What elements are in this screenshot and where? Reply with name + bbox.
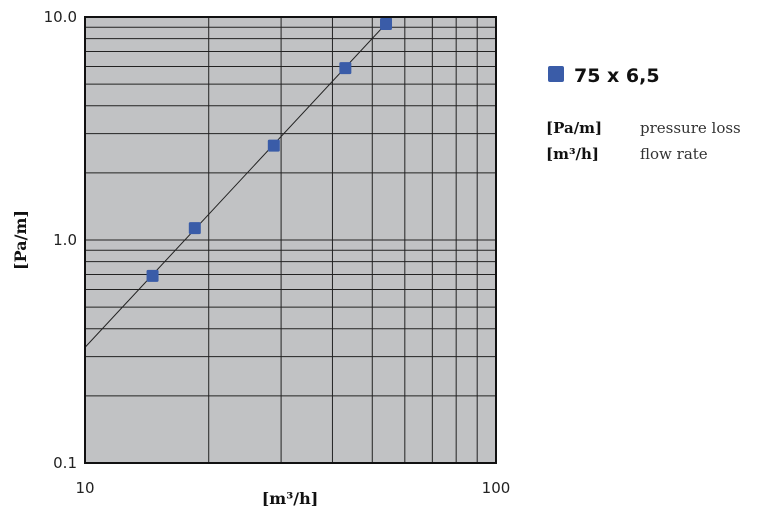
legend-desc-pressure: pressure loss (640, 119, 741, 137)
legend-unit-pressure: [Pa/m] (546, 119, 602, 137)
x-tick-label: 100 (482, 479, 511, 497)
legend-swatch-75x65 (548, 66, 564, 82)
data-points (146, 18, 393, 282)
y-tick-label: 0.1 (53, 454, 77, 472)
trend-line (85, 17, 393, 348)
legend-series-label: 75 x 6,5 (574, 65, 660, 87)
data-point-5 (380, 18, 393, 31)
trend-line-layer (85, 17, 393, 348)
y-axis-title: [Pa/m] (11, 210, 30, 270)
y-tick-label: 10.0 (44, 8, 77, 26)
grid (85, 17, 496, 463)
y-tick-label: 1.0 (53, 231, 77, 249)
legend-unit-flow: [m³/h] (546, 145, 599, 163)
x-axis-title: [m³/h] (262, 489, 319, 508)
legend-desc-flow: flow rate (640, 145, 708, 163)
data-point-1 (146, 269, 159, 282)
data-point-4 (339, 62, 352, 75)
data-point-2 (188, 222, 201, 235)
data-point-3 (267, 139, 280, 152)
x-tick-label: 10 (75, 479, 94, 497)
legend: 75 x 6,5 [Pa/m] pressure loss [m³/h] flo… (546, 65, 741, 163)
plot-frame (84, 16, 497, 464)
tick-labels: 10 100 0.1 1.0 10.0 (44, 8, 511, 497)
